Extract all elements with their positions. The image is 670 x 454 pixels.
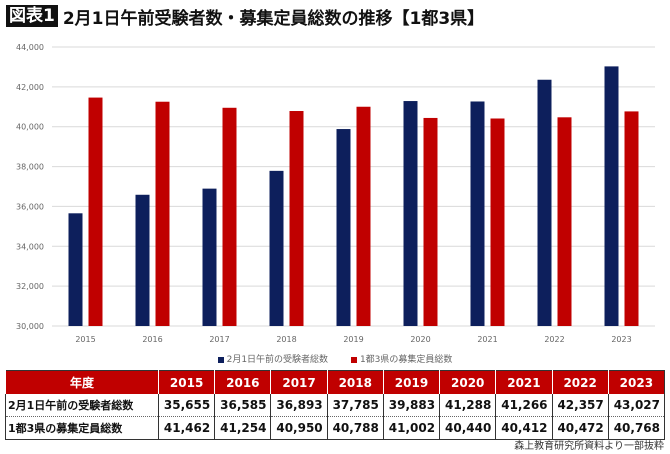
- legend-swatch: [217, 356, 224, 363]
- y-tick-label: 34,000: [16, 242, 44, 251]
- header-year: 2021: [495, 370, 553, 394]
- legend-item-capacity: 1都3県の募集定員総数: [350, 355, 453, 365]
- legend: 2月1日午前の受験者総数 1都3県の募集定員総数: [0, 352, 670, 365]
- x-tick-label: 2019: [343, 335, 363, 344]
- table-cell: 41,254: [214, 416, 271, 440]
- table-cell: 35,655: [157, 394, 215, 417]
- bar-2022-applicants: [537, 79, 552, 326]
- table-header-row: 年度 2015 2016 2017 2018 2019 2020 2021 2022 2023: [5, 370, 665, 394]
- table-cell: 40,412: [495, 416, 553, 440]
- header-year: 2022: [551, 370, 609, 394]
- x-tick-label: 2020: [410, 335, 430, 344]
- x-tick-label: 2015: [75, 335, 95, 344]
- y-tick-label: 42,000: [16, 83, 44, 92]
- bar-2016-applicants: [135, 194, 150, 326]
- x-tick-label: 2016: [142, 335, 162, 344]
- bar-2015-applicants: [68, 213, 83, 326]
- header-year: 2023: [607, 370, 665, 394]
- bar-2017-capacity: [222, 107, 237, 327]
- header-year: 2017: [270, 370, 328, 394]
- header-year: 2018: [326, 370, 384, 394]
- bar-2021-applicants: [470, 101, 485, 326]
- source-note: 森上教育研究所資料より一部抜粋: [514, 441, 664, 452]
- y-tick-label: 40,000: [16, 123, 44, 132]
- legend-label: 1都3県の募集定員総数: [359, 355, 453, 365]
- title-text: 2月1日午前受験者数・募集定員総数の推移【1都3県】: [62, 8, 485, 29]
- bar-2018-applicants: [269, 170, 284, 326]
- x-tick-label: 2018: [276, 335, 296, 344]
- data-table: 年度 2015 2016 2017 2018 2019 2020 2021 2022 2023 …: [5, 370, 665, 440]
- bar-2019-capacity: [356, 106, 371, 327]
- header-year: 2015: [157, 370, 215, 394]
- header-year: 2019: [382, 370, 440, 394]
- table-row: 1都3県の募集定員総数 41,462 41,254 40,950 40,788 41,00…: [5, 416, 665, 440]
- bar-2023-applicants: [604, 66, 619, 326]
- bar-chart: 30,000 32,000 34,000 36,000 38,000 40,000 42,0…: [16, 43, 655, 344]
- table-cell: 41,002: [382, 416, 440, 440]
- legend-swatch: [350, 356, 357, 363]
- table-cell: 36,585: [214, 394, 271, 417]
- table-cell: 36,893: [270, 394, 328, 417]
- table-cell: 40,440: [439, 416, 496, 440]
- figure-tag: 図表1: [6, 5, 58, 27]
- table-cell: 42,357: [551, 394, 609, 417]
- bar-2020-capacity: [423, 117, 438, 327]
- bar-2016-capacity: [155, 101, 170, 327]
- table-cell: 40,950: [270, 416, 328, 440]
- x-tick-label: 2022: [544, 335, 564, 344]
- bar-2020-applicants: [403, 101, 418, 326]
- bar-2022-capacity: [557, 117, 572, 326]
- table-cell: 40,472: [551, 416, 609, 440]
- figure-title: 図表1 2月1日午前受験者数・募集定員総数の推移【1都3県】: [6, 4, 485, 29]
- x-tick-label: 2023: [611, 335, 631, 344]
- table-cell: 41,288: [439, 394, 496, 417]
- y-tick-label: 30,000: [16, 322, 44, 331]
- table-row: 2月1日午前の受験者総数 35,655 36,585 36,893 37,785 39,8…: [5, 394, 665, 417]
- row-label: 2月1日午前の受験者総数: [5, 394, 159, 417]
- y-tick-label: 44,000: [16, 43, 44, 52]
- row-label: 1都3県の募集定員総数: [5, 416, 159, 440]
- legend-item-applicants: 2月1日午前の受験者総数: [217, 355, 329, 365]
- bar-2021-capacity: [490, 118, 505, 326]
- table-cell: 39,883: [382, 394, 440, 417]
- y-tick-label: 38,000: [16, 163, 44, 172]
- table-cell: 40,768: [607, 416, 665, 440]
- legend-label: 2月1日午前の受験者総数: [226, 355, 329, 365]
- header-year: 2020: [439, 370, 496, 394]
- x-tick-label: 2021: [477, 335, 497, 344]
- table-cell: 41,266: [495, 394, 553, 417]
- bar-2015-capacity: [88, 97, 103, 327]
- table-cell: 37,785: [326, 394, 384, 417]
- bar-2018-capacity: [289, 111, 304, 326]
- table-cell: 40,788: [326, 416, 384, 440]
- header-year: 2016: [214, 370, 271, 394]
- table-cell: 43,027: [607, 394, 665, 417]
- bar-2019-applicants: [336, 129, 351, 326]
- bar-2017-applicants: [202, 188, 217, 326]
- y-tick-label: 36,000: [16, 202, 44, 211]
- table-cell: 41,462: [157, 416, 215, 440]
- x-tick-label: 2017: [209, 335, 229, 344]
- bar-2023-capacity: [624, 111, 639, 326]
- header-year-label: 年度: [5, 370, 159, 394]
- y-tick-label: 32,000: [16, 282, 44, 291]
